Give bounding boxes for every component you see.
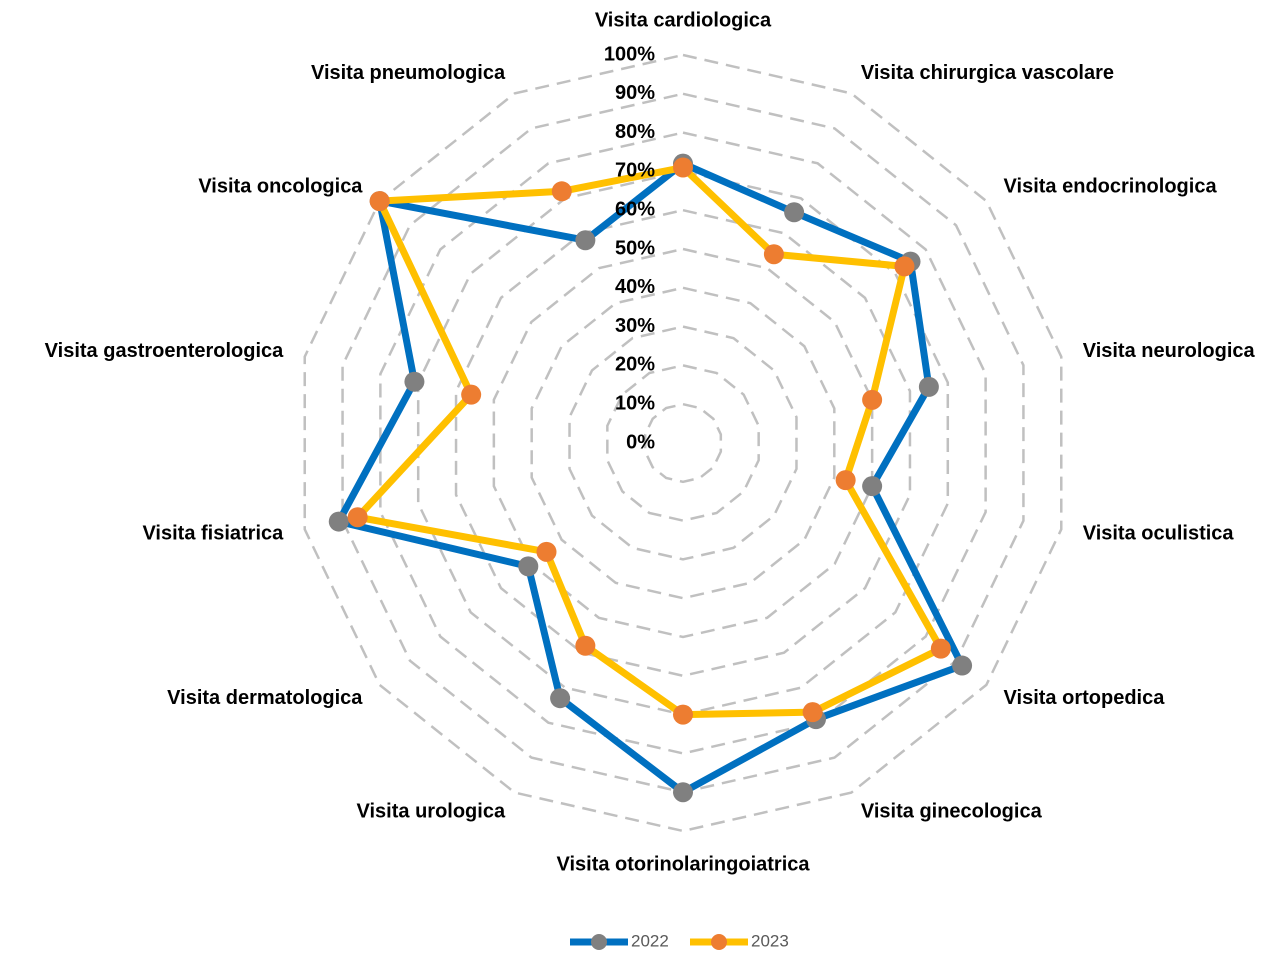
- grid-line: [530, 286, 836, 600]
- data-point: [673, 157, 693, 178]
- data-point: [862, 389, 883, 410]
- category-label: Visita oncologica: [198, 176, 363, 198]
- category-label: Visita otorinolaringoiatrica: [556, 853, 810, 875]
- axis-tick-label: 100%: [604, 43, 655, 65]
- category-label: Visita gastroenterologica: [45, 340, 284, 362]
- data-point: [461, 384, 482, 405]
- grid-line: [303, 53, 1063, 833]
- data-point: [835, 470, 856, 491]
- data-point: [369, 191, 390, 212]
- data-point: [673, 704, 693, 725]
- grid-line: [643, 402, 723, 484]
- data-point: [404, 371, 425, 392]
- axis-tick-label: 50%: [615, 237, 655, 259]
- grid-line: [568, 325, 798, 561]
- data-point: [347, 507, 368, 528]
- data-point: [551, 181, 572, 202]
- category-label: Visita chirurgica vascolare: [861, 62, 1114, 84]
- axis-tick-label: 80%: [615, 121, 655, 143]
- axis-tick-label: 90%: [615, 82, 655, 104]
- legend-marker: [711, 934, 727, 950]
- category-label: Visita neurologica: [1083, 340, 1256, 362]
- category-label: Visita dermatologica: [167, 687, 363, 709]
- data-point: [952, 655, 973, 676]
- data-point: [518, 556, 539, 577]
- category-label: Visita oculistica: [1083, 523, 1235, 545]
- axis-tick-label: 0%: [626, 431, 655, 453]
- category-label: Visita pneumologica: [311, 62, 506, 84]
- data-point: [918, 376, 939, 397]
- legend-marker: [591, 934, 607, 950]
- data-point: [550, 688, 571, 709]
- data-point: [575, 635, 596, 656]
- data-point: [930, 638, 951, 659]
- grid-line: [454, 208, 912, 678]
- data-point: [575, 230, 596, 251]
- axis-tick-label: 30%: [615, 315, 655, 337]
- data-point: [784, 202, 805, 223]
- data-point: [894, 256, 915, 277]
- axis-tick-label: 60%: [615, 198, 655, 220]
- axis-tick-label: 20%: [615, 354, 655, 376]
- data-point: [328, 511, 349, 532]
- category-label: Visita ginecologica: [861, 801, 1043, 823]
- legend-label: 2022: [631, 931, 669, 950]
- axis-tick-label: 10%: [615, 392, 655, 414]
- grid-line: [416, 170, 950, 716]
- data-point: [862, 476, 883, 497]
- category-label: Visita cardiologica: [595, 9, 772, 31]
- data-point: [536, 541, 557, 562]
- grid-line: [492, 247, 874, 639]
- category-label: Visita urologica: [357, 801, 506, 823]
- data-point: [673, 782, 693, 803]
- legend-label: 2023: [751, 931, 789, 950]
- axis-tick-label: 40%: [615, 276, 655, 298]
- data-point: [763, 244, 784, 265]
- grid-line: [606, 364, 760, 522]
- category-label: Visita ortopedica: [1004, 687, 1166, 709]
- category-label: Visita endocrinologica: [1004, 176, 1218, 198]
- axis-tick-label: 70%: [615, 160, 655, 182]
- category-label: Visita fisiatrica: [142, 523, 284, 545]
- data-point: [802, 702, 823, 723]
